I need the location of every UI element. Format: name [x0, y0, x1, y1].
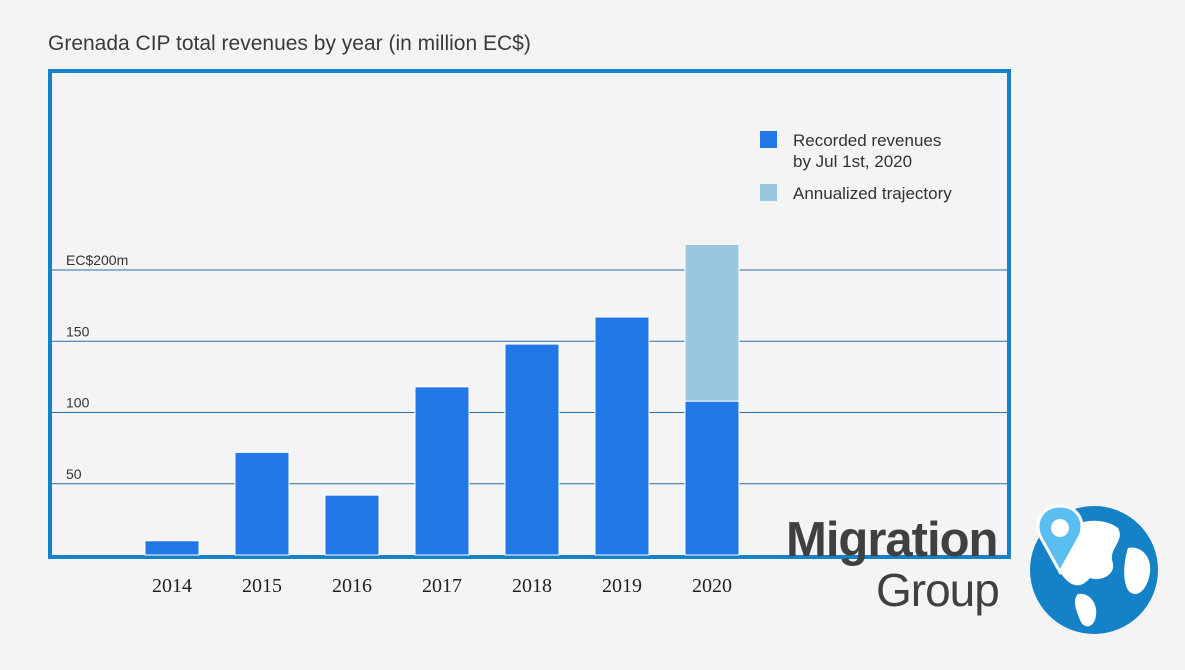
bar-2014-recorded: [144, 540, 200, 556]
x-tick-label-2018: 2018: [512, 575, 552, 597]
y-tick-label-100: 100: [66, 395, 90, 411]
y-tick-label-200: EC$200m: [66, 252, 128, 268]
bar-2019-recorded: [594, 316, 650, 556]
bar-2020-annualized: [684, 243, 740, 402]
y-tick-label-50: 50: [66, 466, 82, 482]
x-tick-label-2016: 2016: [332, 575, 372, 597]
y-tick-label-150: 150: [66, 323, 90, 339]
x-tick-label-2015: 2015: [242, 575, 282, 597]
x-tick-label-2020: 2020: [692, 575, 732, 597]
logo-text-group: Group: [876, 564, 1000, 616]
bar-2020-recorded: [684, 400, 740, 556]
bar-2017-recorded: [414, 386, 470, 556]
logo-text-migration: Migration: [786, 513, 998, 567]
x-tick-label-2019: 2019: [602, 575, 642, 597]
bar-2018-recorded: [504, 343, 560, 556]
legend-label-0: Recorded revenues: [793, 131, 941, 150]
x-tick-label-2017: 2017: [422, 575, 462, 597]
bar-2015-recorded: [234, 451, 290, 556]
legend-label-0-line2: by Jul 1st, 2020: [793, 152, 912, 171]
legend-swatch-0: [760, 131, 777, 148]
x-tick-label-2014: 2014: [152, 575, 192, 597]
legend-swatch-1: [760, 184, 777, 201]
chart-frame: [48, 69, 1011, 559]
chart-title: Grenada CIP total revenues by year (in m…: [48, 32, 531, 55]
legend-label-1: Annualized trajectory: [793, 184, 952, 203]
bar-2016-recorded: [324, 494, 380, 556]
